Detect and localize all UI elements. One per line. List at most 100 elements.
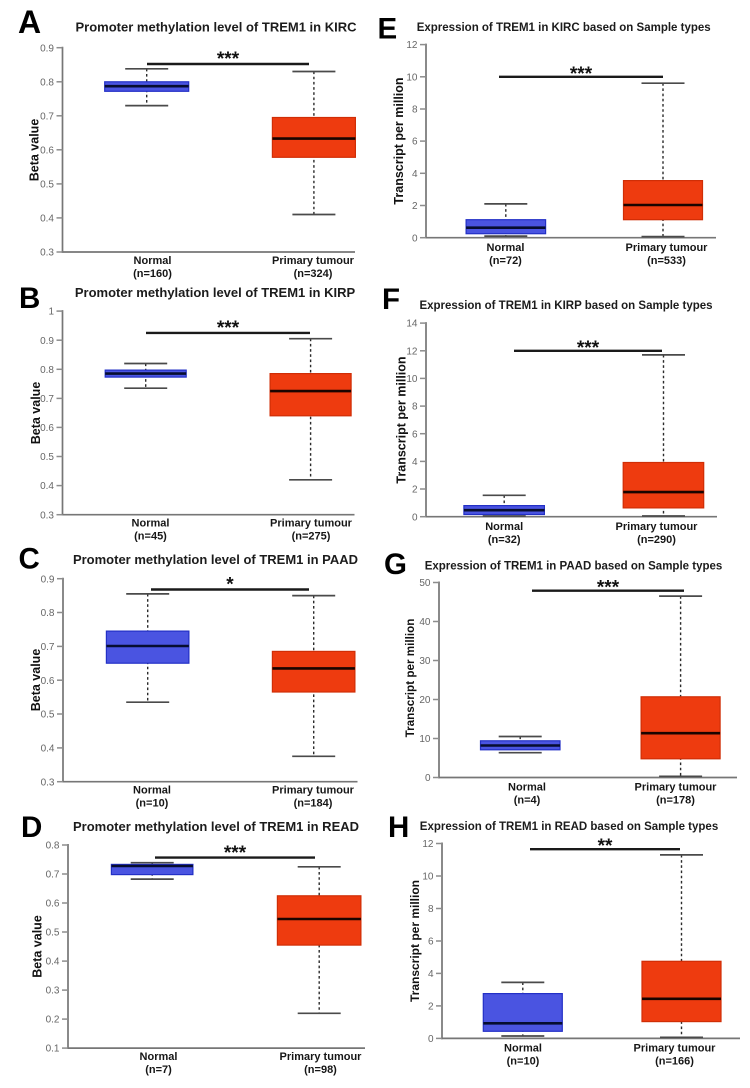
svg-text:Normal: Normal	[140, 1051, 178, 1063]
svg-text:0.4: 0.4	[40, 214, 54, 225]
svg-text:0.5: 0.5	[40, 452, 54, 463]
svg-text:Expression of TREM1 in READ ba: Expression of TREM1 in READ based on Sam…	[420, 821, 718, 833]
svg-text:0: 0	[412, 233, 418, 244]
svg-text:4: 4	[428, 969, 434, 980]
svg-text:Primary tumour: Primary tumour	[626, 242, 709, 254]
svg-text:8: 8	[412, 402, 418, 413]
svg-text:2: 2	[428, 1002, 434, 1013]
svg-text:C: C	[19, 543, 40, 576]
svg-text:Transcript per million: Transcript per million	[395, 356, 409, 483]
svg-text:(n=98): (n=98)	[304, 1064, 337, 1076]
svg-text:***: ***	[224, 843, 247, 864]
svg-text:Normal: Normal	[487, 242, 525, 254]
svg-text:0.1: 0.1	[46, 1044, 60, 1055]
svg-text:*: *	[226, 575, 234, 596]
svg-text:F: F	[382, 283, 400, 316]
svg-text:(n=160): (n=160)	[133, 268, 172, 280]
svg-text:B: B	[19, 282, 40, 315]
svg-text:14: 14	[406, 319, 418, 330]
svg-text:0.7: 0.7	[40, 394, 54, 405]
svg-text:0.9: 0.9	[41, 574, 55, 585]
svg-text:0.5: 0.5	[41, 710, 55, 721]
svg-text:Promoter methylation level of: Promoter methylation level of TREM1 in P…	[73, 552, 358, 567]
svg-text:10: 10	[419, 734, 431, 745]
svg-text:0.4: 0.4	[40, 481, 54, 492]
svg-text:Expression of TREM1 in KIRP ba: Expression of TREM1 in KIRP based on Sam…	[419, 300, 712, 312]
svg-text:0.2: 0.2	[46, 1015, 60, 1026]
svg-text:(n=32): (n=32)	[488, 534, 521, 546]
svg-text:0: 0	[428, 1034, 434, 1045]
svg-text:0.5: 0.5	[40, 180, 54, 191]
svg-text:0.9: 0.9	[40, 336, 54, 347]
svg-text:0.7: 0.7	[46, 870, 60, 881]
svg-text:Promoter methylation level of: Promoter methylation level of TREM1 in K…	[76, 20, 358, 35]
svg-text:Expression of TREM1 in PAAD ba: Expression of TREM1 in PAAD based on Sam…	[425, 561, 723, 573]
svg-text:2: 2	[412, 201, 418, 212]
svg-text:0.6: 0.6	[40, 145, 54, 156]
svg-text:Primary tumour: Primary tumour	[634, 1043, 717, 1055]
svg-text:D: D	[21, 811, 42, 844]
svg-text:(n=4): (n=4)	[514, 795, 541, 807]
svg-text:(n=290): (n=290)	[637, 534, 676, 546]
svg-text:6: 6	[428, 937, 434, 948]
svg-text:12: 12	[422, 839, 434, 850]
svg-text:8: 8	[412, 105, 418, 116]
svg-text:(n=45): (n=45)	[134, 531, 167, 543]
svg-text:0.8: 0.8	[40, 365, 54, 376]
svg-text:10: 10	[406, 72, 418, 83]
svg-text:(n=10): (n=10)	[136, 798, 169, 810]
svg-text:(n=72): (n=72)	[489, 255, 522, 267]
svg-text:***: ***	[597, 578, 620, 599]
svg-text:**: **	[598, 836, 613, 857]
svg-text:0.3: 0.3	[40, 248, 54, 259]
svg-text:***: ***	[217, 318, 240, 339]
svg-text:40: 40	[419, 617, 431, 628]
svg-text:Beta value: Beta value	[28, 119, 42, 182]
svg-text:6: 6	[412, 429, 418, 440]
svg-text:12: 12	[406, 346, 418, 357]
svg-text:(n=533): (n=533)	[647, 255, 686, 267]
svg-text:0.7: 0.7	[41, 642, 55, 653]
svg-text:(n=7): (n=7)	[145, 1064, 172, 1076]
svg-text:0.7: 0.7	[40, 111, 54, 122]
svg-text:0.4: 0.4	[46, 957, 60, 968]
svg-text:10: 10	[406, 374, 418, 385]
svg-text:(n=166): (n=166)	[655, 1056, 694, 1068]
svg-text:Transcript per million: Transcript per million	[404, 619, 417, 738]
svg-text:0.8: 0.8	[46, 841, 60, 852]
svg-text:Primary tumour: Primary tumour	[635, 782, 718, 794]
svg-text:8: 8	[428, 904, 434, 915]
svg-text:Promoter methylation level of: Promoter methylation level of TREM1 in R…	[73, 819, 359, 834]
svg-text:Normal: Normal	[133, 785, 171, 797]
svg-text:4: 4	[412, 457, 418, 468]
svg-text:2: 2	[412, 485, 418, 496]
svg-text:Normal: Normal	[485, 521, 523, 533]
svg-text:Transcript per million: Transcript per million	[408, 880, 422, 1002]
svg-text:Normal: Normal	[504, 1043, 542, 1055]
svg-text:Normal: Normal	[508, 782, 546, 794]
svg-text:***: ***	[577, 338, 600, 359]
svg-text:(n=324): (n=324)	[294, 268, 333, 280]
svg-text:Promoter methylation level of: Promoter methylation level of TREM1 in K…	[75, 285, 356, 300]
svg-text:E: E	[378, 13, 398, 46]
svg-text:0.3: 0.3	[41, 777, 55, 788]
svg-text:Beta value: Beta value	[29, 649, 43, 712]
svg-text:0.8: 0.8	[40, 77, 54, 88]
svg-text:4: 4	[412, 169, 418, 180]
svg-text:50: 50	[419, 578, 431, 589]
svg-text:(n=275): (n=275)	[292, 531, 331, 543]
svg-text:0.6: 0.6	[46, 899, 60, 910]
svg-text:G: G	[384, 548, 407, 581]
svg-text:Primary tumour: Primary tumour	[272, 785, 355, 797]
svg-text:0: 0	[412, 512, 418, 523]
svg-text:Primary tumour: Primary tumour	[270, 518, 353, 530]
svg-text:Beta value: Beta value	[31, 915, 45, 978]
svg-text:Primary tumour: Primary tumour	[616, 521, 699, 533]
svg-text:0.6: 0.6	[40, 423, 54, 434]
svg-text:0.9: 0.9	[40, 43, 54, 54]
svg-text:***: ***	[217, 49, 240, 70]
svg-text:10: 10	[422, 872, 434, 883]
svg-text:1: 1	[48, 307, 54, 318]
svg-text:20: 20	[419, 695, 431, 706]
svg-text:30: 30	[419, 656, 431, 667]
